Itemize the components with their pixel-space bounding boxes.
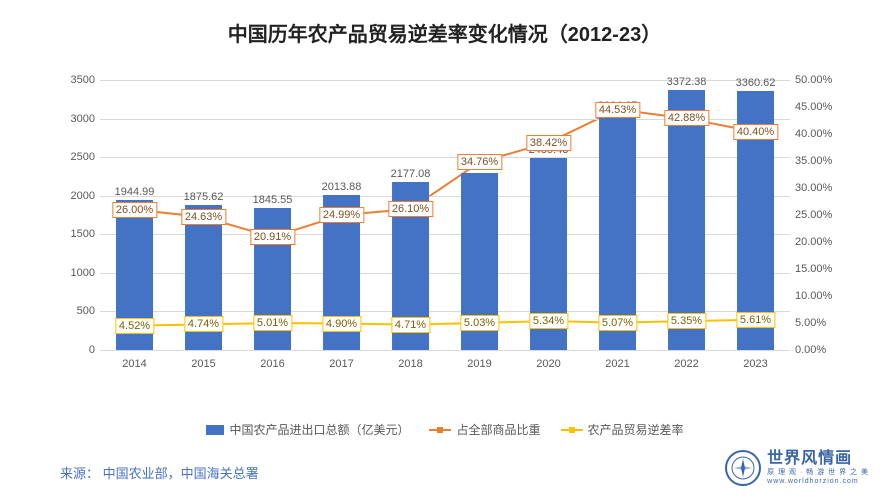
y-right-tick: 35.00% (795, 155, 845, 167)
line-b-value-label: 4.52% (115, 318, 154, 334)
source-text: 中国农业部，中国海关总署 (103, 466, 259, 481)
source-footer: 来源： 中国农业部，中国海关总署 (60, 463, 259, 482)
y-left-tick: 3000 (60, 113, 95, 125)
y-left-tick: 2500 (60, 151, 95, 163)
y-left-tick: 1500 (60, 228, 95, 240)
grid-line (100, 350, 790, 351)
y-left-tick: 0 (60, 344, 95, 356)
bar-value-label: 2177.08 (376, 168, 446, 180)
line-b-value-label: 4.71% (391, 317, 430, 333)
logo-url: www.worldhorzion.com (767, 478, 869, 485)
logo-tagline: 原 理 观 · 畅 游 世 界 之 美 (767, 469, 869, 476)
bar-value-label: 1944.99 (100, 186, 170, 198)
line-b-value-label: 4.90% (322, 316, 361, 332)
x-tick: 2021 (588, 358, 648, 370)
line-a-swatch (429, 429, 451, 431)
legend-line-b-label: 农产品贸易逆差率 (588, 421, 684, 438)
y-right-tick: 10.00% (795, 290, 845, 302)
line-a-value-label: 20.91% (250, 229, 295, 245)
bar-value-label: 3360.62 (721, 77, 791, 89)
x-tick: 2015 (174, 358, 234, 370)
y-left-tick: 3500 (60, 74, 95, 86)
y-right-tick: 5.00% (795, 317, 845, 329)
y-right-tick: 45.00% (795, 101, 845, 113)
bar-value-label: 3372.38 (652, 76, 722, 88)
chart-title: 中国历年农产品贸易逆差率变化情况（2012-23） (0, 0, 889, 47)
line-a-value-label: 24.99% (319, 207, 364, 223)
bar-value-label: 2013.88 (307, 181, 377, 193)
bar-value-label: 1875.62 (169, 191, 239, 203)
line-b-value-label: 5.35% (667, 313, 706, 329)
bar (668, 90, 706, 350)
chart-area: 05001000150020002500300035000.00%5.00%10… (60, 70, 830, 390)
line-b-swatch (561, 429, 583, 431)
line-a-value-label: 38.42% (526, 135, 571, 151)
logo-text: 世界风情画 原 理 观 · 畅 游 世 界 之 美 www.worldhorzi… (767, 451, 869, 485)
brand-logo: 世界风情画 原 理 观 · 畅 游 世 界 之 美 www.worldhorzi… (725, 450, 869, 486)
line-b-value-label: 5.61% (736, 312, 775, 328)
x-tick: 2017 (312, 358, 372, 370)
x-tick: 2023 (726, 358, 786, 370)
x-tick: 2019 (450, 358, 510, 370)
x-tick: 2022 (657, 358, 717, 370)
y-right-tick: 15.00% (795, 263, 845, 275)
y-left-tick: 1000 (60, 267, 95, 279)
y-right-tick: 40.00% (795, 128, 845, 140)
y-left-tick: 500 (60, 305, 95, 317)
bar-value-label: 1845.55 (238, 194, 308, 206)
y-right-tick: 0.00% (795, 344, 845, 356)
plot-region: 05001000150020002500300035000.00%5.00%10… (100, 80, 790, 350)
legend-bar: 中国农产品进出口总额（亿美元） (206, 421, 409, 438)
x-tick: 2016 (243, 358, 303, 370)
legend-line-a: 占全部商品比重 (429, 421, 540, 438)
line-a-value-label: 26.00% (112, 202, 157, 218)
y-left-tick: 2000 (60, 190, 95, 202)
line-a-value-label: 26.10% (388, 201, 433, 217)
legend-bar-label: 中国农产品进出口总额（亿美元） (229, 421, 409, 438)
y-right-tick: 30.00% (795, 182, 845, 194)
legend-line-a-label: 占全部商品比重 (456, 421, 540, 438)
bar-swatch (206, 425, 224, 435)
source-label: 来源： (60, 466, 99, 481)
line-a-value-label: 42.88% (664, 110, 709, 126)
y-right-tick: 25.00% (795, 209, 845, 221)
x-tick: 2014 (105, 358, 165, 370)
line-a-value-label: 34.76% (457, 154, 502, 170)
y-right-tick: 50.00% (795, 74, 845, 86)
line-b-value-label: 5.03% (460, 315, 499, 331)
line-a-value-label: 24.63% (181, 209, 226, 225)
line-a-value-label: 40.40% (733, 124, 778, 140)
line-b-value-label: 5.34% (529, 313, 568, 329)
logo-name: 世界风情画 (767, 451, 869, 467)
line-a-value-label: 44.53% (595, 102, 640, 118)
line-b-value-label: 5.07% (598, 315, 637, 331)
line-b-value-label: 4.74% (184, 316, 223, 332)
legend: 中国农产品进出口总额（亿美元） 占全部商品比重 农产品贸易逆差率 (60, 421, 830, 438)
x-tick: 2018 (381, 358, 441, 370)
line-b-line (135, 320, 756, 326)
line-b-value-label: 5.01% (253, 315, 292, 331)
compass-icon (725, 450, 761, 486)
legend-line-b: 农产品贸易逆差率 (561, 421, 684, 438)
y-right-tick: 20.00% (795, 236, 845, 248)
x-tick: 2020 (519, 358, 579, 370)
